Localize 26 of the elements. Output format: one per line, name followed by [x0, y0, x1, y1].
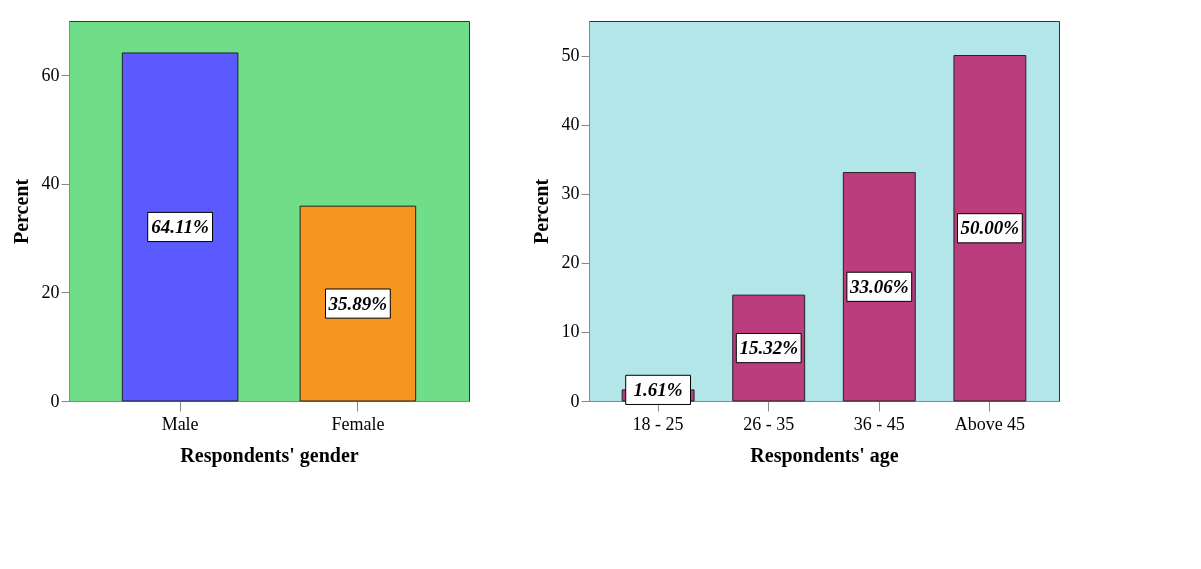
data-label: 64.11% — [151, 215, 209, 237]
y-tick-label: 60 — [41, 64, 60, 85]
x-tick-label: 18 - 25 — [632, 413, 684, 434]
y-tick-label: 20 — [561, 252, 580, 273]
data-label: 35.89% — [327, 292, 388, 314]
bar — [953, 55, 1027, 402]
x-tick-label: Male — [161, 413, 199, 434]
x-tick-label: Above 45 — [954, 413, 1026, 434]
y-tick-label: 40 — [41, 173, 60, 194]
data-label: 33.06% — [849, 275, 909, 297]
data-label: 15.32% — [739, 337, 798, 359]
y-tick-label: 40 — [561, 114, 580, 135]
x-axis-title: Respondents' gender — [180, 443, 359, 467]
y-tick-label: 30 — [561, 183, 580, 204]
y-tick-label: 50 — [561, 45, 580, 66]
x-tick-label: 36 - 45 — [853, 413, 905, 434]
y-tick-label: 0 — [50, 390, 60, 411]
y-tick-label: 10 — [561, 321, 580, 342]
y-axis-title: Percent — [529, 178, 552, 245]
data-label: 50.00% — [960, 217, 1020, 239]
y-tick-label: 0 — [570, 390, 580, 411]
x-axis-title: Respondents' age — [750, 443, 899, 467]
x-tick-label: Female — [331, 413, 385, 434]
x-tick-label: 26 - 35 — [743, 413, 795, 434]
y-tick-label: 20 — [41, 281, 60, 302]
y-axis-title: Percent — [9, 178, 32, 245]
